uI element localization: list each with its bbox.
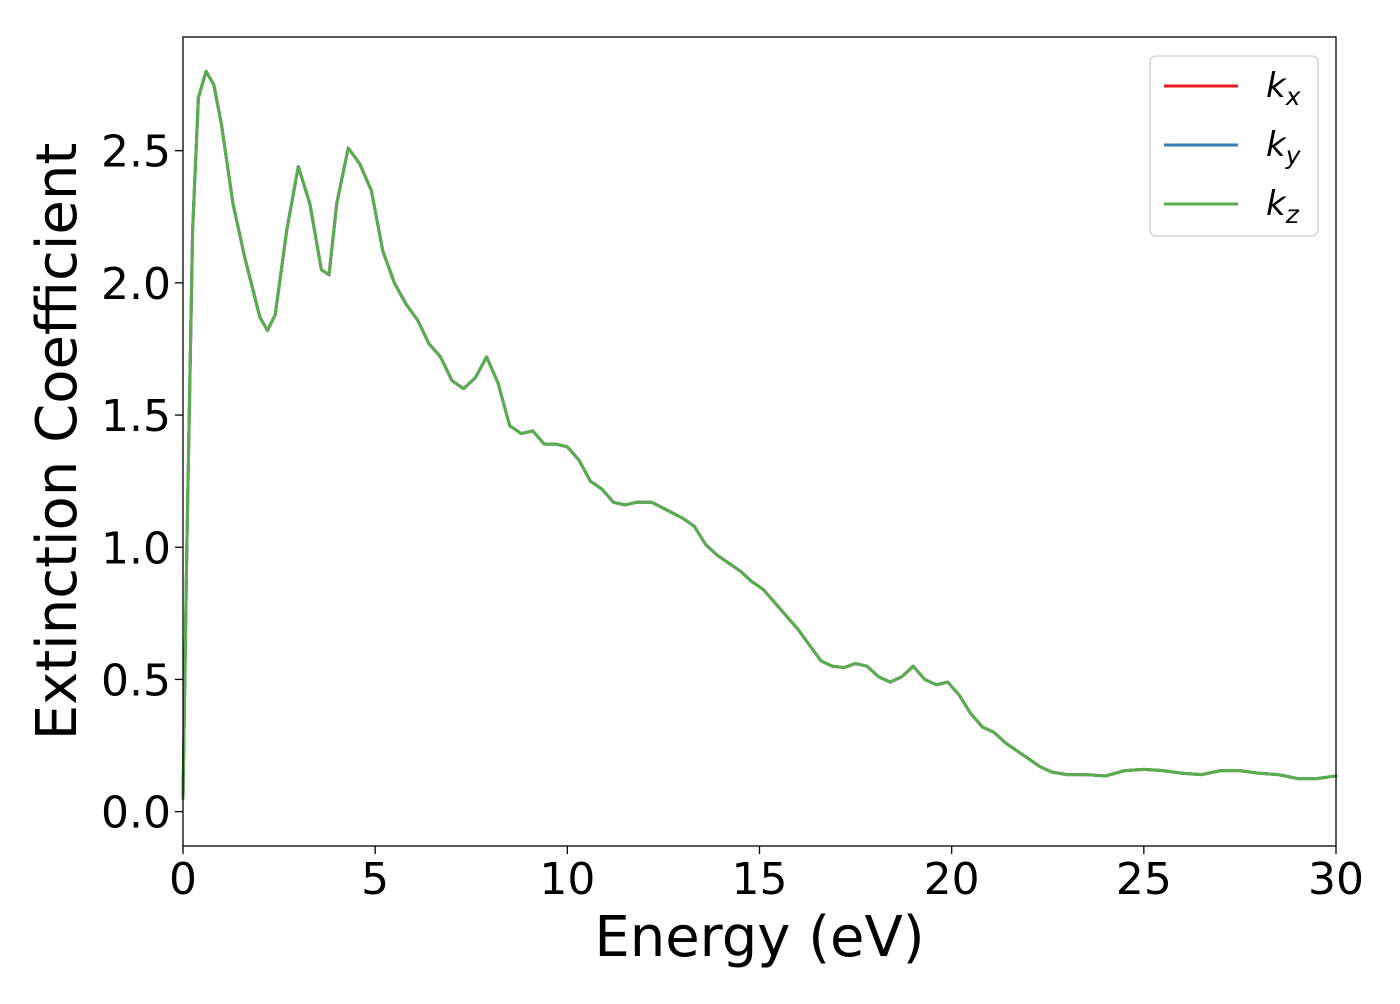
legend-label-y: ky — [1266, 125, 1302, 170]
x-tick-label: 5 — [361, 854, 389, 905]
series-layer — [181, 69, 1338, 800]
y-tick-label: 2.5 — [101, 127, 171, 178]
legend: kx ky kz — [1149, 55, 1319, 237]
x-tick-label: 30 — [1308, 854, 1364, 905]
x-tick-label: 15 — [732, 854, 788, 905]
x-tick-label: 20 — [924, 854, 980, 905]
y-axis-label: Extinction Coefficient — [25, 143, 90, 741]
y-tick-label: 0.5 — [101, 655, 171, 706]
legend-label-x: kx — [1266, 66, 1301, 111]
y-tick-label: 0.0 — [101, 788, 171, 839]
y-tick-label: 2.0 — [101, 259, 171, 310]
x-tick-label: 0 — [169, 854, 197, 905]
y-tick-label: 1.0 — [101, 523, 171, 574]
x-axis-ticks: 0 5 10 15 20 25 30 — [169, 846, 1364, 905]
series-line-z — [181, 69, 1338, 800]
x-tick-label: 25 — [1116, 854, 1172, 905]
x-axis-label: Energy (eV) — [594, 905, 924, 970]
legend-label-z: kz — [1266, 184, 1300, 229]
y-axis-ticks: 0.0 0.5 1.0 1.5 2.0 2.5 — [101, 127, 183, 839]
x-tick-label: 10 — [539, 854, 595, 905]
y-tick-label: 1.5 — [101, 391, 171, 442]
